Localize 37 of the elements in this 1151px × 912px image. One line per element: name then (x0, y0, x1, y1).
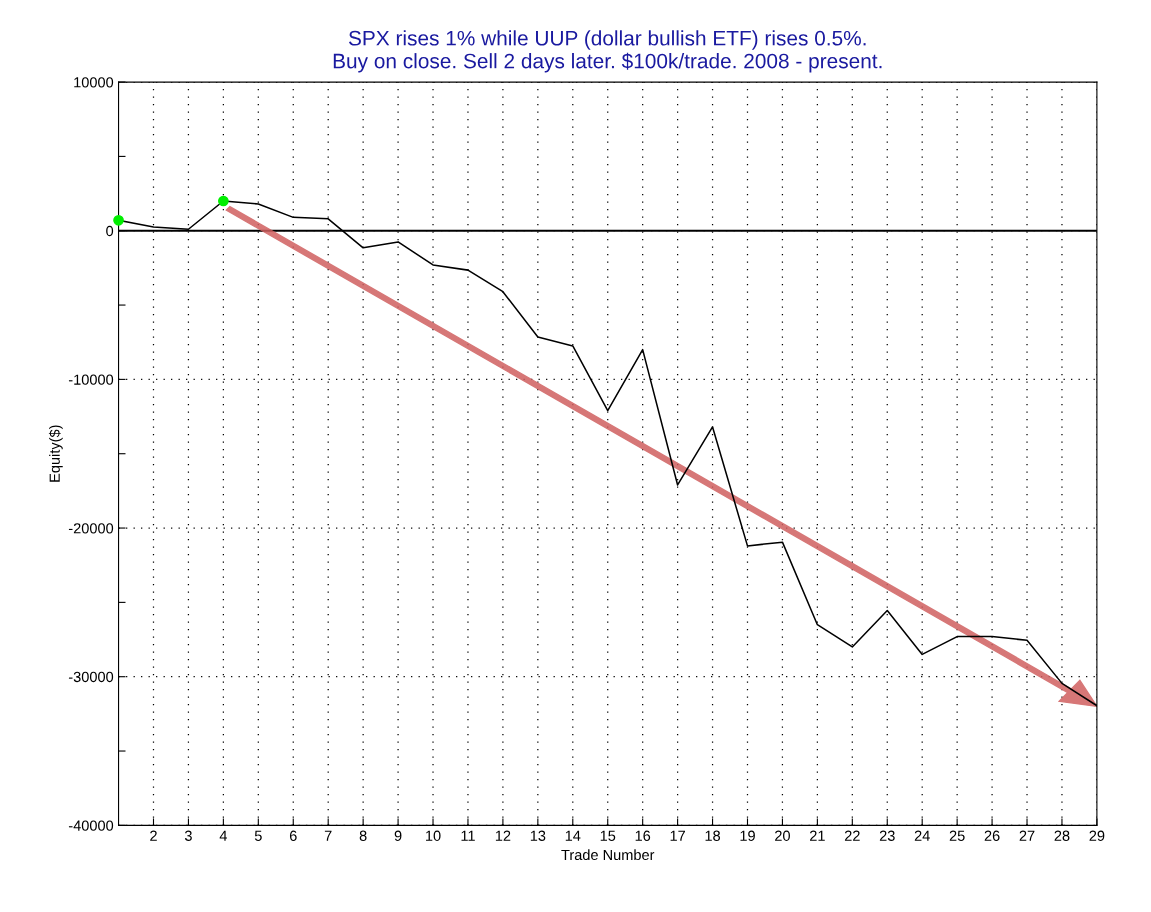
x-tick-label: 6 (289, 830, 297, 841)
x-tick-label: 21 (810, 830, 825, 841)
y-tick-label: 10000 (74, 77, 114, 88)
x-tick-label: 3 (184, 830, 192, 841)
y-tick-label: 0 (106, 225, 114, 237)
x-tick-label: 11 (461, 830, 475, 841)
x-tick-label: 4 (219, 830, 227, 841)
x-tick-label: 17 (670, 830, 685, 841)
x-tick-label: 26 (984, 830, 1000, 841)
x-tick-label: 23 (879, 830, 895, 841)
y-tick-label: -10000 (68, 374, 114, 385)
x-tick-label: 15 (600, 830, 616, 841)
y-tick-label: -40000 (68, 820, 114, 831)
x-tick-label: 22 (844, 830, 860, 841)
x-tick-label: 13 (530, 830, 546, 841)
x-tick-label: 7 (324, 830, 332, 841)
y-tick-label: -30000 (68, 671, 114, 683)
x-tick-label: 8 (359, 830, 367, 841)
x-tick-label: 25 (949, 830, 965, 841)
x-tick-label: 14 (565, 830, 581, 841)
y-tick-label: -20000 (68, 523, 114, 534)
x-tick-label: 2 (150, 830, 157, 841)
x-tick-label: 10 (426, 830, 441, 841)
x-tick-label: 27 (1019, 830, 1035, 841)
x-axis-title: Trade Number (561, 849, 655, 861)
x-tick-label: 20 (775, 830, 790, 841)
x-tick-label: 12 (495, 830, 511, 841)
chart-title: SPX rises 1% while UUP (dollar bullish ETF) rises 0.5%. Buy on close. Sell 2 days later. $100k/trade. 2008 - present. (333, 30, 882, 73)
x-tick-label: 24 (914, 830, 930, 841)
x-tick-label: 16 (635, 830, 651, 841)
x-tick-label: 29 (1089, 830, 1105, 841)
x-tick-label: 28 (1054, 830, 1070, 841)
x-tick-label: 9 (394, 830, 402, 841)
x-tick-label: 5 (254, 830, 262, 841)
x-tick-label: 18 (705, 830, 721, 841)
y-axis-title: Equity($) (48, 425, 63, 482)
x-tick-label: 19 (740, 830, 755, 841)
